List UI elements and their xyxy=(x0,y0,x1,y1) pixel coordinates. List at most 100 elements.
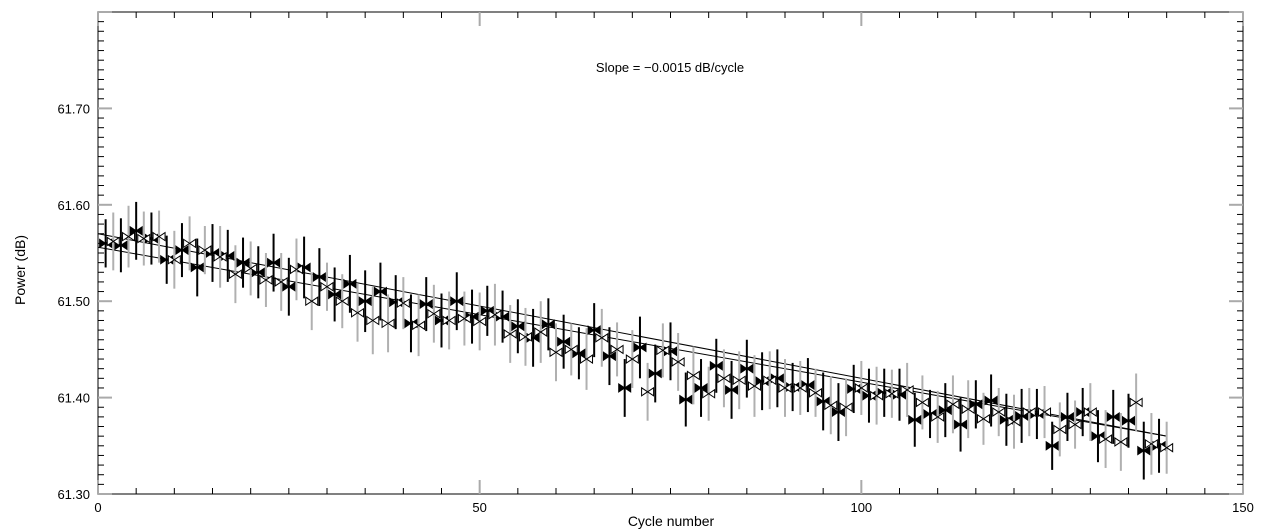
y-axis-label: Power (dB) xyxy=(12,235,28,305)
data-point-open xyxy=(763,375,777,386)
data-point-open xyxy=(412,320,426,331)
data-point-open xyxy=(778,383,792,393)
y-tick-label: 61.60 xyxy=(57,198,90,213)
data-point-open xyxy=(396,298,410,309)
data-point-open xyxy=(686,370,700,381)
data-point-filled xyxy=(648,368,662,379)
data-point-open xyxy=(641,386,655,397)
data-point-open xyxy=(1068,419,1082,430)
data-point-open xyxy=(305,296,319,307)
data-point-open xyxy=(625,354,639,364)
data-point-open xyxy=(656,345,670,356)
data-point-open xyxy=(1144,438,1158,449)
data-point-open xyxy=(335,296,349,307)
data-point-filled xyxy=(679,394,693,405)
data-point-open xyxy=(610,344,624,355)
data-point-open xyxy=(992,407,1006,417)
data-point-open xyxy=(381,318,395,329)
data-point-open xyxy=(1160,442,1174,453)
data-point-filled xyxy=(1060,411,1074,422)
data-point-open xyxy=(366,315,380,326)
data-point-open xyxy=(137,233,151,244)
data-point-open xyxy=(549,347,563,358)
data-point-filled xyxy=(511,321,525,332)
data-point-filled xyxy=(725,384,739,395)
data-point-open xyxy=(351,307,365,318)
data-point-open xyxy=(427,308,441,319)
x-axis-label: Cycle number xyxy=(628,513,715,529)
x-tick-label: 0 xyxy=(94,500,101,515)
data-point-filled xyxy=(587,325,601,336)
data-point-open xyxy=(244,263,258,274)
x-tick-label: 100 xyxy=(850,500,872,515)
data-point-filled xyxy=(312,272,326,283)
data-point-open xyxy=(534,327,548,337)
data-point-open xyxy=(717,373,731,384)
data-point-open xyxy=(259,275,273,285)
data-point-open xyxy=(1129,397,1143,408)
data-point-open xyxy=(488,309,502,320)
y-tick-label: 61.40 xyxy=(57,391,90,406)
data-point-open xyxy=(1099,434,1113,444)
data-point-open xyxy=(931,411,945,422)
data-point-open xyxy=(320,281,334,292)
data-point-open xyxy=(228,269,242,280)
data-point-filled xyxy=(954,419,968,430)
data-point-open xyxy=(518,331,532,342)
data-point-open xyxy=(1007,416,1021,427)
data-point-open xyxy=(976,413,990,424)
data-point-filled xyxy=(236,257,250,268)
data-point-open xyxy=(946,399,960,410)
data-point-open xyxy=(442,315,456,326)
data-point-filled xyxy=(908,414,922,425)
data-point-filled xyxy=(694,383,708,393)
data-point-open xyxy=(152,231,166,242)
data-point-open xyxy=(854,383,868,393)
y-tick-label: 61.30 xyxy=(57,487,90,502)
data-point-filled xyxy=(709,360,723,371)
error-bars xyxy=(104,201,1168,480)
data-point-open xyxy=(106,236,120,247)
tick-labels: 0 50 100 150 61.30 61.40 61.50 61.60 61.70 xyxy=(57,101,1253,515)
data-point-open xyxy=(473,316,487,327)
data-point-open xyxy=(183,238,197,249)
x-tick-label: 150 xyxy=(1232,500,1254,515)
data-point-filled xyxy=(984,395,998,406)
data-point-open xyxy=(824,400,838,411)
data-point-open xyxy=(1053,424,1067,435)
data-point-open xyxy=(198,245,212,256)
data-point-filled xyxy=(618,383,632,393)
data-point-filled xyxy=(557,336,571,347)
data-point-filled xyxy=(190,262,204,273)
data-point-filled xyxy=(373,286,387,297)
data-point-filled xyxy=(740,363,754,374)
data-point-open xyxy=(167,254,181,265)
axis-ticks xyxy=(97,11,1244,495)
data-point-open xyxy=(595,332,609,343)
data-point-filled xyxy=(251,267,265,278)
data-point-open xyxy=(1114,437,1128,447)
data-point-open xyxy=(809,387,823,398)
data-point-open xyxy=(870,390,884,401)
data-point-open xyxy=(702,388,716,399)
data-point-open xyxy=(1038,407,1052,417)
slope-annotation: Slope = −0.0015 dB/cycle xyxy=(596,60,744,75)
data-point-open xyxy=(793,383,807,393)
data-point-open xyxy=(213,251,227,262)
data-point-filled xyxy=(633,342,647,353)
data-point-filled xyxy=(1106,411,1120,422)
data-point-filled xyxy=(1122,415,1135,426)
data-point-filled xyxy=(1045,440,1059,451)
data-point-open xyxy=(457,313,471,324)
data-point-filled xyxy=(343,278,357,289)
data-point-open xyxy=(747,381,761,391)
data-point-open xyxy=(900,384,914,395)
data-point-filled xyxy=(541,319,555,330)
data-point-open xyxy=(885,388,899,399)
data-point-filled xyxy=(267,257,281,268)
data-point-filled xyxy=(419,299,433,310)
data-point-filled xyxy=(1137,445,1151,456)
data-point-filled xyxy=(450,296,464,307)
data-markers xyxy=(99,225,1174,456)
